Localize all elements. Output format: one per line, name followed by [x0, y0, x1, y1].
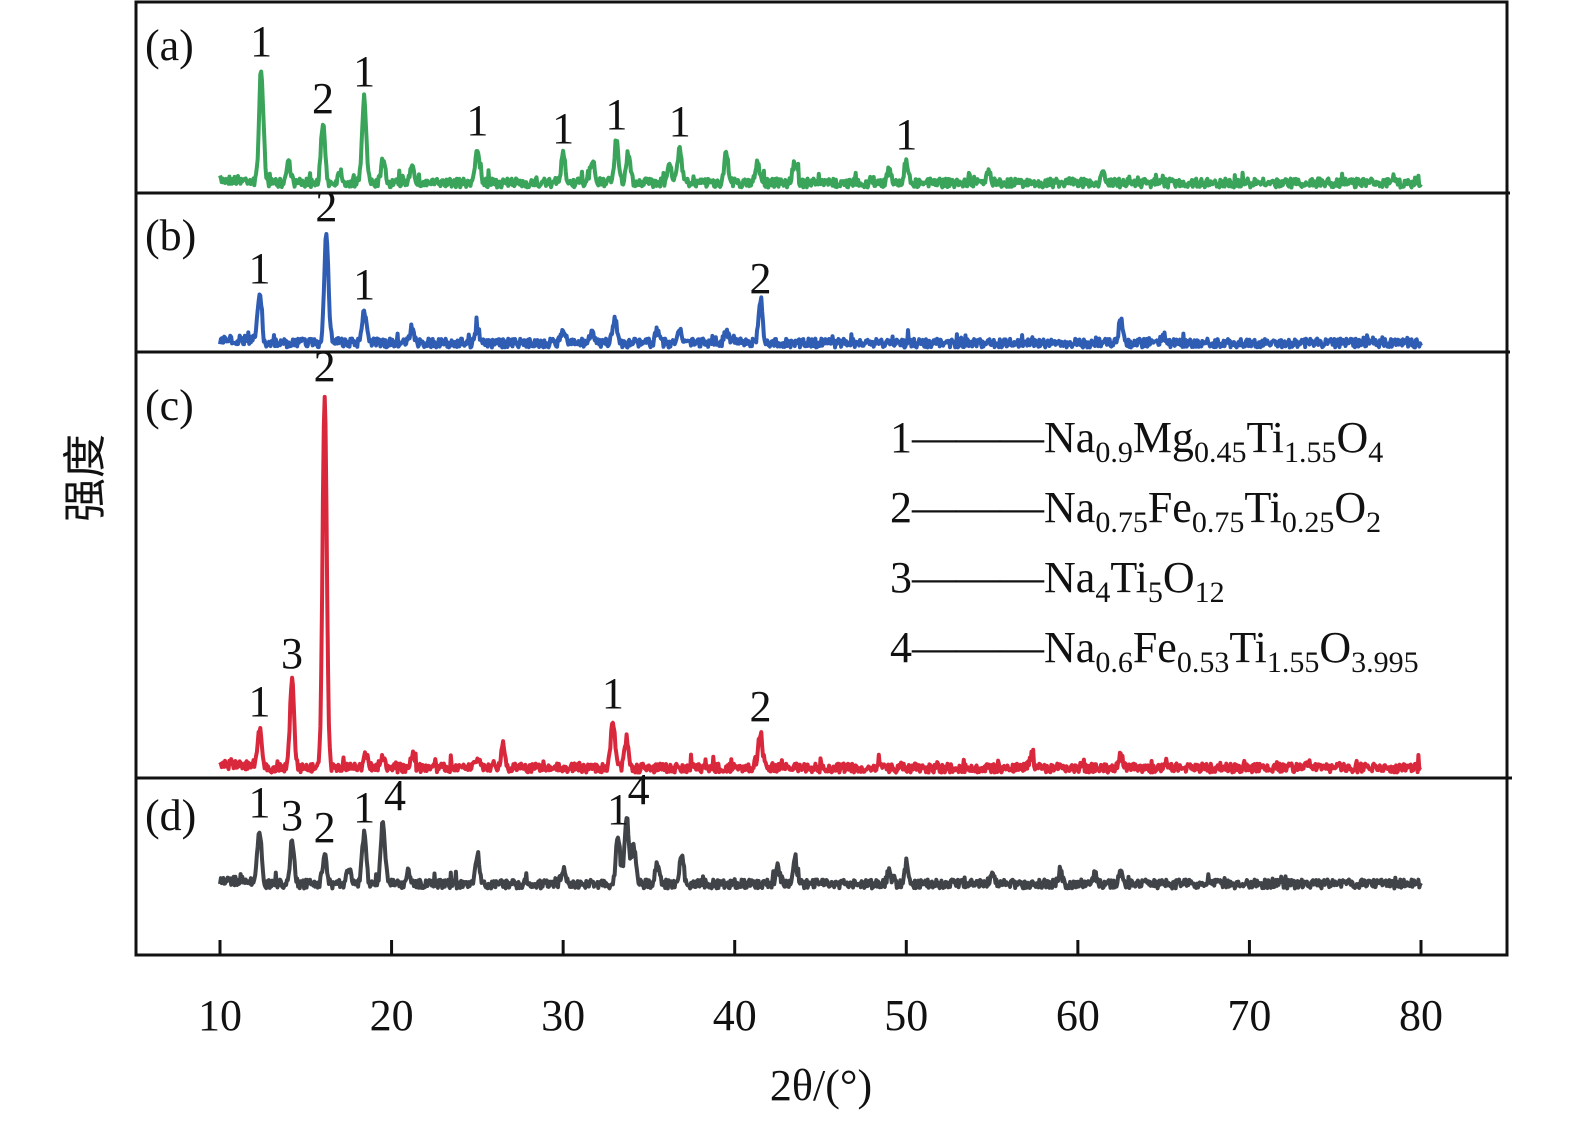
- x-tick-label: 10: [198, 991, 242, 1040]
- peak-label: 1: [250, 17, 272, 66]
- panel-label-b: (b): [145, 211, 196, 260]
- peak-label: 1: [248, 778, 270, 827]
- legend-formula-part: Ti: [1229, 623, 1267, 672]
- legend-dash: ———: [911, 413, 1045, 462]
- legend-subscript: 2: [1366, 506, 1381, 539]
- legend-formula-part: O: [1334, 483, 1366, 532]
- y-axis-label: 强度: [61, 434, 110, 522]
- x-tick-label: 30: [541, 991, 585, 1040]
- legend-subscript: 0.9: [1095, 436, 1133, 469]
- legend-formula-part: O: [1319, 623, 1351, 672]
- plot-frame: [134, 0, 1509, 957]
- x-tick-label: 20: [370, 991, 414, 1040]
- peak-label: 1: [895, 110, 917, 159]
- legend-formula-part: Mg: [1133, 413, 1194, 462]
- peak-label: 1: [605, 90, 627, 139]
- peak-label: 1: [602, 669, 624, 718]
- peak-label: 2: [314, 342, 336, 391]
- legend-key: 2: [890, 483, 912, 532]
- legend-subscript: 0.53: [1177, 646, 1230, 679]
- x-ticks: 10 20 30 40 50 60 70 80: [198, 940, 1443, 1040]
- legend-subscript: 0.45: [1194, 436, 1247, 469]
- x-tick-label: 80: [1399, 991, 1443, 1040]
- legend-subscript: 3.995: [1351, 646, 1419, 679]
- legend-subscript: 5: [1148, 576, 1163, 609]
- panel-label-c: (c): [145, 381, 194, 430]
- legend-formula-part: Ti: [1244, 483, 1282, 532]
- legend-formula-part: Ti: [1110, 553, 1148, 602]
- peak-label: 1: [669, 97, 691, 146]
- legend-key: 4: [890, 623, 912, 672]
- legend-formula-part: Na: [1044, 413, 1095, 462]
- legend-subscript: 0.25: [1282, 506, 1335, 539]
- peak-label: 4: [384, 771, 406, 820]
- peak-label: 2: [749, 254, 771, 303]
- legend-subscript: 12: [1195, 576, 1225, 609]
- series-line-b: [218, 232, 1423, 350]
- legend-entry: 3———Na4​Ti5​O12​: [890, 553, 1225, 609]
- legend-subscript: 1.55: [1267, 646, 1320, 679]
- legend-formula-part: Fe: [1133, 623, 1177, 672]
- legend-formula-part: O: [1337, 413, 1369, 462]
- legend-entry: 4———Na0.6​Fe0.53​Ti1.55​O3.995​: [890, 623, 1419, 679]
- peak-label: 1: [248, 677, 270, 726]
- peak-label: 1: [353, 783, 375, 832]
- legend-key: 1: [890, 413, 912, 462]
- legend-dash: ———: [911, 553, 1045, 602]
- peak-label: 2: [749, 682, 771, 731]
- x-tick-label: 70: [1227, 991, 1271, 1040]
- legend-formula-part: Fe: [1148, 483, 1192, 532]
- peak-label: 2: [315, 182, 337, 231]
- legend-key: 3: [890, 553, 912, 602]
- peak-label: 2: [314, 803, 336, 852]
- legend: 1———Na0.9​Mg0.45​Ti1.55​O4​2———Na0.75​Fe…: [890, 413, 1419, 679]
- series-line-d: [218, 816, 1423, 891]
- legend-formula-part: Na: [1044, 623, 1095, 672]
- x-tick-label: 50: [884, 991, 928, 1040]
- legend-formula-part: Na: [1044, 553, 1095, 602]
- x-axis-label: 2θ/(°): [770, 1061, 872, 1110]
- peak-label: 1: [353, 260, 375, 309]
- legend-subscript: 0.75: [1192, 506, 1245, 539]
- peak-label: 3: [281, 629, 303, 678]
- peak-label: 2: [312, 74, 334, 123]
- x-tick-label: 40: [713, 991, 757, 1040]
- legend-subscript: 0.6: [1095, 646, 1133, 679]
- peak-label: 1: [353, 47, 375, 96]
- series-line-a: [218, 69, 1423, 190]
- legend-formula-part: Ti: [1246, 413, 1284, 462]
- panel-label-d: (d): [145, 791, 196, 840]
- peak-label: 3: [281, 791, 303, 840]
- peak-label: 4: [628, 765, 650, 814]
- peak-label: 1: [466, 96, 488, 145]
- legend-entry: 2———Na0.75​Fe0.75​Ti0.25​O2​: [890, 483, 1381, 539]
- legend-subscript: 0.75: [1095, 506, 1148, 539]
- legend-subscript: 1.55: [1284, 436, 1337, 469]
- traces: [218, 69, 1423, 891]
- legend-subscript: 4: [1368, 436, 1383, 469]
- legend-entry: 1———Na0.9​Mg0.45​Ti1.55​O4​: [890, 413, 1383, 469]
- panel-label-a: (a): [145, 21, 194, 70]
- legend-formula-part: O: [1163, 553, 1195, 602]
- x-tick-label: 60: [1056, 991, 1100, 1040]
- series-line-c: [218, 394, 1423, 775]
- peak-label: 1: [248, 244, 270, 293]
- peak-label: 1: [552, 104, 574, 153]
- legend-dash: ———: [911, 623, 1045, 672]
- legend-formula-part: Na: [1044, 483, 1095, 532]
- legend-subscript: 4: [1095, 576, 1110, 609]
- legend-dash: ———: [911, 483, 1045, 532]
- peak-label: 1: [607, 785, 629, 834]
